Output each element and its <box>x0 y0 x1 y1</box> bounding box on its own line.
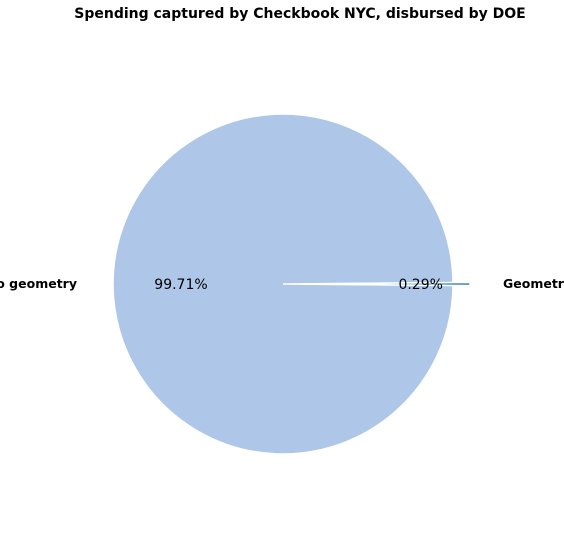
pie-labels: 99.71% No geometry 0.29% Geometry <box>0 276 564 293</box>
pie-slice-no-geometry <box>112 113 454 455</box>
pie-percent-label-no-geometry: 99.71% <box>154 277 207 293</box>
pie-percent-label-geometry: 0.29% <box>398 277 442 293</box>
pie-category-label-no-geometry: No geometry <box>0 276 77 291</box>
chart-title: Spending captured by Checkbook NYC, disb… <box>74 6 525 22</box>
pie-slices <box>112 113 471 455</box>
pie-slice-geometry <box>299 281 471 287</box>
pie-category-label-geometry: Geometry <box>503 276 564 291</box>
